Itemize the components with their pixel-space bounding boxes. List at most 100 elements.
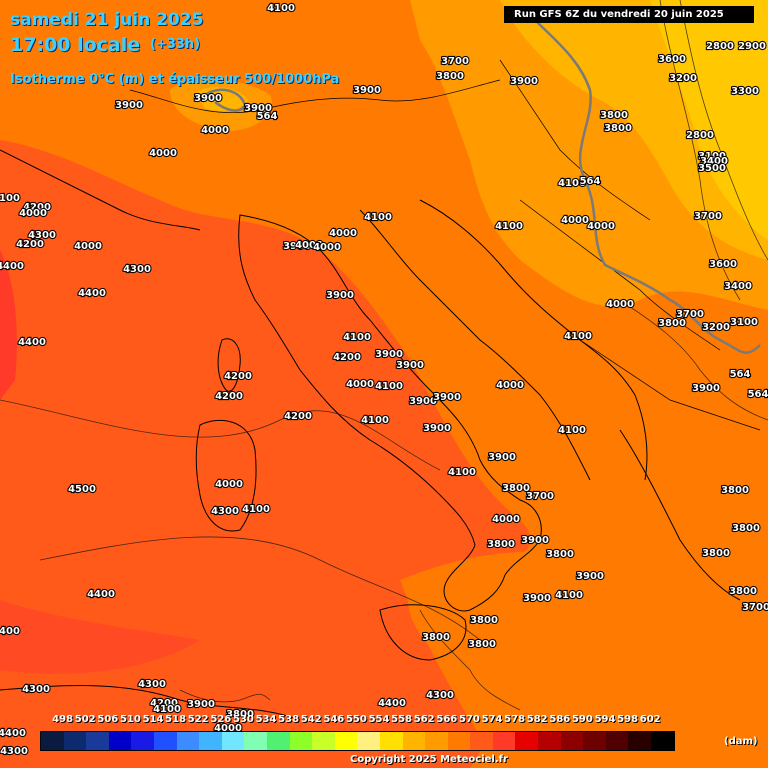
isotherm-label: 4300 — [28, 230, 56, 241]
isotherm-label: 4000 — [295, 240, 323, 251]
isotherm-label: 3900 — [326, 290, 354, 301]
legend-tick-label: 498 — [52, 714, 74, 725]
legend-swatch — [515, 732, 539, 750]
map-subtitle: Isotherme 0°C (m) et épaisseur 500/1000h… — [10, 72, 340, 87]
isotherm-label: 4100 — [343, 332, 371, 343]
legend-swatch — [176, 732, 200, 750]
isotherm-label: 4100 — [267, 3, 295, 14]
isotherm-label: 4000 — [329, 228, 357, 239]
sicily — [379, 604, 467, 661]
isotherm-label: 4100 — [495, 221, 523, 232]
isotherm-label: 3400 — [700, 156, 728, 167]
isotherm-label: 3900 — [244, 103, 272, 114]
isotherm-label: 3800 — [226, 709, 254, 720]
isotherm-label: 3700 — [676, 309, 704, 320]
sardinia — [195, 419, 257, 532]
legend-swatch — [266, 732, 290, 750]
isotherm-label: 3900 — [396, 360, 424, 371]
legend-tick-label: 594 — [594, 714, 616, 725]
contour-b — [39, 536, 481, 641]
legend-swatch — [651, 732, 674, 750]
isotherm-label: 4100 — [364, 212, 392, 223]
isotherm-label: 3800 — [502, 483, 530, 494]
legend-tick-label: 530 — [232, 714, 254, 725]
forecast-date: samedi 21 juin 2025 — [10, 10, 204, 30]
isotherm-label: 3900 — [433, 392, 461, 403]
isotherm-label: 4300 — [0, 746, 28, 757]
isotherm-label: 4400 — [0, 261, 24, 272]
legend-swatch — [244, 732, 267, 750]
legend-unit: (dam) — [724, 736, 758, 747]
legend-tick-label: 590 — [571, 714, 593, 725]
isotherm-label: 4000 — [492, 514, 520, 525]
isotherm-label: 3900 — [423, 423, 451, 434]
isotherm-label: 4000 — [587, 221, 615, 232]
isotherm-label: 4100 — [558, 178, 586, 189]
border-4 — [579, 339, 761, 431]
greece-coast — [619, 429, 741, 601]
field-570-east — [400, 551, 768, 768]
border-1 — [129, 79, 501, 114]
isotherm-label: 3200 — [702, 322, 730, 333]
isotherm-label: 4100 — [555, 590, 583, 601]
lead-time: (+33h) — [150, 37, 201, 52]
isotherm-label: 2800 — [686, 130, 714, 141]
isotherm-label: 3800 — [721, 485, 749, 496]
isotherm-label: 4000 — [606, 299, 634, 310]
legend-tick-label: 542 — [300, 714, 322, 725]
isotherm-label: 4000 — [149, 148, 177, 159]
legend-swatch — [402, 732, 426, 750]
contour-g — [179, 689, 271, 703]
isotherm-label: 3900 — [194, 93, 222, 104]
legend-swatch — [108, 732, 132, 750]
france-coast — [0, 149, 201, 231]
legend-tick-label: 538 — [278, 714, 300, 725]
adriatic-coast — [359, 209, 591, 481]
isotherm-contours — [0, 0, 768, 711]
isotherm-label: 3900 — [692, 383, 720, 394]
isotherm-label: 2800 — [706, 41, 734, 52]
legend-tick-label: 598 — [617, 714, 639, 725]
isotherm-label: 3900 — [576, 571, 604, 582]
isotherm-label: 564 — [748, 389, 768, 400]
isotherm-label: 3800 — [729, 586, 757, 597]
isotherm-label: 4300 — [138, 679, 166, 690]
isotherm-label: 4200 — [284, 411, 312, 422]
isotherm-label: 4100 — [153, 704, 181, 715]
isotherm-label: 3400 — [724, 281, 752, 292]
isotherm-label: 4200 — [16, 239, 44, 250]
copyright: Copyright 2025 Meteociel.fr — [350, 754, 508, 765]
isotherm-label: 4400 — [18, 337, 46, 348]
contour-c — [659, 0, 741, 301]
isotherm-label: 3800 — [436, 71, 464, 82]
isotherm-label: 3600 — [658, 54, 686, 65]
isotherm-label: 4400 — [378, 698, 406, 709]
africa-coast — [0, 685, 301, 721]
isotherm-label: 3800 — [702, 548, 730, 559]
isotherm-label: 3600 — [709, 259, 737, 270]
contour-d — [679, 0, 768, 261]
isotherm-label: 3900 — [283, 241, 311, 252]
isotherm-label: 3800 — [468, 639, 496, 650]
legend-tick-label: 558 — [391, 714, 413, 725]
isotherm-label: 3900 — [510, 76, 538, 87]
legend-tick-label: 582 — [526, 714, 548, 725]
isotherm-label: 4000 — [313, 242, 341, 253]
legend-tick-label: 514 — [142, 714, 164, 725]
isotherm-label: 4300 — [22, 684, 50, 695]
field-574-west — [0, 140, 531, 768]
isotherm-label: 4200 — [215, 391, 243, 402]
isotherm-label: 4100 — [361, 415, 389, 426]
isotherm-label: 3800 — [546, 549, 574, 560]
isotherm-label: 3100 — [698, 151, 726, 162]
isotherm-label: 4000 — [561, 215, 589, 226]
contour-a — [0, 399, 441, 471]
isotherm-label: 4300 — [211, 506, 239, 517]
legend-swatch — [605, 732, 629, 750]
coastlines — [0, 149, 741, 721]
color-legend: 498 502 506 510 514 518 522 526 530 534 538 542 546 5… — [0, 710, 768, 768]
isotherm-label: 4300 — [123, 264, 151, 275]
legend-tick-label: 534 — [255, 714, 277, 725]
run-banner: Run GFS 6Z du vendredi 20 juin 2025 — [504, 6, 754, 23]
isotherm-label: 3700 — [694, 211, 722, 222]
